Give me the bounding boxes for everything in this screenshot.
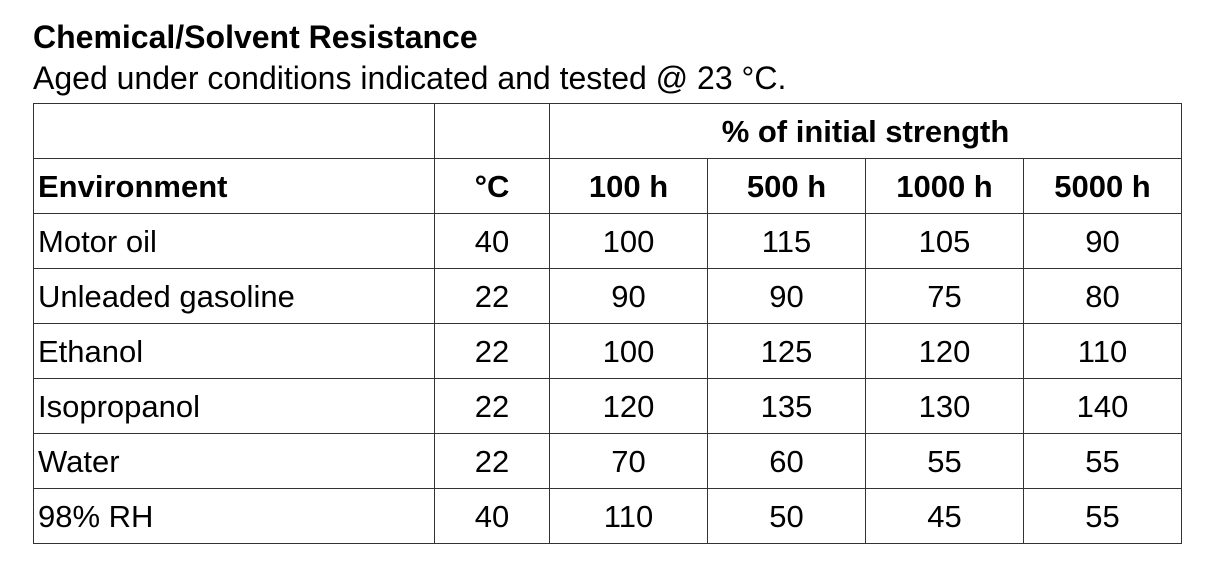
table-cell: 80 <box>1023 268 1182 324</box>
table-cell: Ethanol <box>33 323 435 379</box>
column-header: 5000 h <box>1023 158 1182 214</box>
table-cell: 40 <box>434 488 550 544</box>
group-row: % of initial strength <box>33 103 1182 159</box>
table-cell: 55 <box>865 433 1024 489</box>
table-cell: 22 <box>434 268 550 324</box>
table-cell: 22 <box>434 433 550 489</box>
table-cell: 125 <box>707 323 866 379</box>
column-header: °C <box>434 158 550 214</box>
empty-cell <box>33 103 435 159</box>
group-header: % of initial strength <box>549 103 1182 159</box>
table-row: Unleaded gasoline 22 90 90 75 80 <box>33 268 1182 324</box>
table-cell: 22 <box>434 323 550 379</box>
table-cell: 40 <box>434 213 550 269</box>
column-header: Environment <box>33 158 435 214</box>
table-row: Isopropanol 22 120 135 130 140 <box>33 378 1182 434</box>
table-cell: 75 <box>865 268 1024 324</box>
table-row: Ethanol 22 100 125 120 110 <box>33 323 1182 379</box>
table-cell: 70 <box>549 433 708 489</box>
table-cell: 100 <box>549 213 708 269</box>
column-header: 500 h <box>707 158 866 214</box>
table-cell: 115 <box>707 213 866 269</box>
table-cell: 22 <box>434 378 550 434</box>
title: Chemical/Solvent Resistance <box>33 19 478 55</box>
table-cell: 140 <box>1023 378 1182 434</box>
table-cell: 105 <box>865 213 1024 269</box>
subtitle: Aged under conditions indicated and test… <box>33 60 787 96</box>
table-row: 98% RH 40 110 50 45 55 <box>33 488 1182 544</box>
table-cell: 98% RH <box>33 488 435 544</box>
table-row: Motor oil 40 100 115 105 90 <box>33 213 1182 269</box>
table-cell: 90 <box>1023 213 1182 269</box>
table-cell: 120 <box>549 378 708 434</box>
column-header: 100 h <box>549 158 708 214</box>
header-row: Environment °C 100 h 500 h 1000 h 5000 h <box>33 158 1182 214</box>
table-cell: 55 <box>1023 488 1182 544</box>
table-cell: 130 <box>865 378 1024 434</box>
table-cell: 100 <box>549 323 708 379</box>
resistance-table: % of initial strength Environment °C 100 h… <box>33 103 1182 544</box>
table-cell: 60 <box>707 433 866 489</box>
table-cell: 45 <box>865 488 1024 544</box>
table-cell: 90 <box>707 268 866 324</box>
table-cell: Unleaded gasoline <box>33 268 435 324</box>
table-cell: 110 <box>549 488 708 544</box>
empty-cell <box>434 103 550 159</box>
table-cell: 55 <box>1023 433 1182 489</box>
table-row: Water 22 70 60 55 55 <box>33 433 1182 489</box>
table-body: Motor oil 40 100 115 105 90 Unleaded gasoline 2… <box>33 213 1182 544</box>
table-head: % of initial strength Environment °C 100 h… <box>33 103 1182 214</box>
table-cell: Water <box>33 433 435 489</box>
table-cell: 110 <box>1023 323 1182 379</box>
table-cell: 90 <box>549 268 708 324</box>
table-cell: 135 <box>707 378 866 434</box>
table-cell: 120 <box>865 323 1024 379</box>
column-header: 1000 h <box>865 158 1024 214</box>
table-cell: 50 <box>707 488 866 544</box>
table-cell: Isopropanol <box>33 378 435 434</box>
table-cell: Motor oil <box>33 213 435 269</box>
